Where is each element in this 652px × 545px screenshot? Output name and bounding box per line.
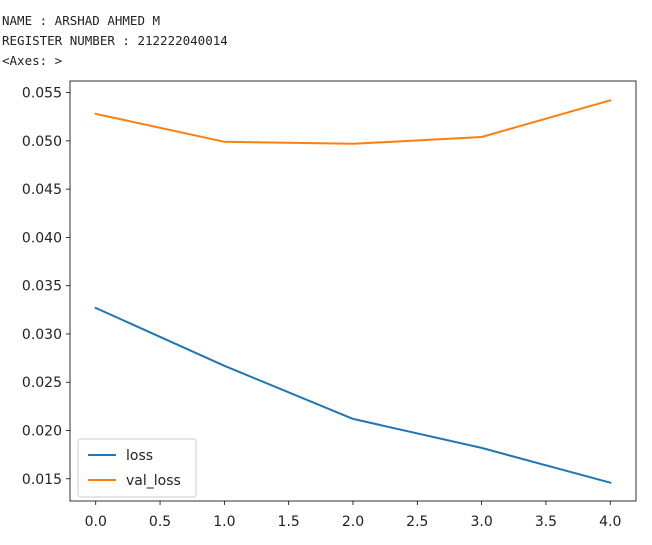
legend-label: loss [126,448,153,464]
y-tick-label: 0.015 [22,472,62,488]
legend-label: val_loss [126,473,181,489]
y-tick-label: 0.035 [22,279,62,295]
y-axis: 0.015 0.020 0.025 0.030 0.035 0.040 0.045 0.050… [22,86,70,488]
x-tick-label: 2.0 [342,514,364,530]
x-tick-label: 1.0 [213,514,235,530]
y-tick-label: 0.025 [22,375,62,391]
y-tick-label: 0.045 [22,182,62,198]
y-tick-label: 0.020 [22,424,62,440]
y-tick-label: 0.055 [22,86,62,102]
x-tick-label: 1.5 [278,514,300,530]
x-axis: 0.0 0.5 1.0 1.5 2.0 2.5 3.0 3.5 4.0 [85,501,621,530]
x-tick-label: 3.0 [471,514,493,530]
series-line-val-loss [94,99,612,145]
plot-lines [94,99,612,484]
x-tick-label: 4.0 [599,514,621,530]
name-line: NAME : ARSHAD AHMED M [2,13,161,28]
y-tick-label: 0.050 [22,134,62,150]
cell-output-text: NAME : ARSHAD AHMED M REGISTER NUMBER : … [2,11,228,71]
x-tick-label: 3.5 [535,514,557,530]
register-number-line: REGISTER NUMBER : 212222040014 [2,33,228,48]
legend-box [77,438,197,498]
x-tick-label: 2.5 [406,514,428,530]
y-tick-label: 0.040 [22,230,62,246]
legend: loss val_loss [77,438,197,498]
y-tick-label: 0.030 [22,327,62,343]
x-tick-label: 0.0 [85,514,107,530]
axes-repr-line: <Axes: > [2,53,63,68]
series-line-loss [94,306,612,484]
x-tick-label: 0.5 [149,514,171,530]
